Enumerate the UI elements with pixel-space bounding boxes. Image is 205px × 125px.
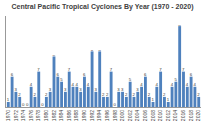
svg-text:2: 2 [148,92,151,97]
svg-text:7: 7 [68,67,71,72]
svg-text:2014: 2014 [172,110,178,121]
svg-text:16: 16 [178,24,181,26]
svg-text:4: 4 [30,82,33,87]
svg-text:2012: 2012 [165,110,171,121]
svg-text:1: 1 [167,97,170,102]
svg-text:2018: 2018 [188,110,194,121]
svg-text:Central Pacific Tropical Cyclo: Central Pacific Tropical Cyclones By Yea… [12,3,194,11]
svg-text:3: 3 [49,87,52,92]
svg-text:1976: 1976 [28,110,34,121]
svg-text:2: 2 [197,92,200,97]
svg-text:2002: 2002 [127,110,133,121]
svg-text:0: 0 [114,102,117,107]
svg-text:1982: 1982 [51,110,57,121]
svg-text:0: 0 [41,102,44,107]
svg-text:1978: 1978 [35,110,41,121]
svg-text:6: 6 [11,72,14,77]
svg-text:1990: 1990 [81,110,87,121]
svg-text:4: 4 [171,82,174,87]
svg-text:3: 3 [136,87,139,92]
svg-text:1986: 1986 [66,110,72,121]
svg-text:5: 5 [174,77,177,82]
svg-text:4: 4 [155,82,158,87]
svg-text:4: 4 [75,82,78,87]
svg-text:1: 1 [7,97,10,102]
svg-text:3: 3 [14,87,17,92]
svg-text:1980: 1980 [43,110,49,121]
svg-text:4: 4 [186,82,189,87]
svg-text:0: 0 [26,102,29,107]
svg-text:4: 4 [72,82,75,87]
svg-text:3: 3 [64,87,67,92]
svg-text:0: 0 [22,102,25,107]
svg-text:7: 7 [182,67,185,72]
svg-text:1974: 1974 [20,110,26,121]
svg-text:11: 11 [91,49,94,52]
svg-text:2: 2 [163,92,166,97]
svg-text:1970: 1970 [5,110,11,121]
svg-text:2: 2 [102,92,105,97]
svg-text:2: 2 [18,92,21,97]
svg-text:1996: 1996 [104,110,110,121]
svg-text:2: 2 [133,92,136,97]
svg-text:1998: 1998 [112,110,118,121]
svg-text:6: 6 [83,72,86,77]
svg-text:2008: 2008 [150,110,156,121]
svg-text:6: 6 [56,72,59,77]
svg-text:3: 3 [121,87,124,92]
svg-text:2000: 2000 [119,110,125,121]
svg-text:1994: 1994 [96,110,102,121]
svg-text:7: 7 [159,67,162,72]
svg-text:7: 7 [110,67,113,72]
svg-text:2: 2 [34,92,37,97]
svg-text:1988: 1988 [73,110,79,121]
svg-text:4: 4 [193,82,196,87]
svg-text:2010: 2010 [157,110,163,121]
svg-text:2004: 2004 [134,110,140,121]
svg-text:3: 3 [94,87,97,92]
svg-text:1: 1 [152,97,155,102]
svg-text:1972: 1972 [13,110,19,121]
svg-text:6: 6 [190,72,193,77]
svg-text:11: 11 [98,49,101,52]
svg-text:4: 4 [87,82,90,87]
svg-text:2: 2 [125,92,128,97]
svg-text:2: 2 [45,92,48,97]
svg-text:1992: 1992 [89,110,95,121]
svg-text:2020: 2020 [195,110,201,121]
svg-text:7: 7 [37,67,40,72]
svg-text:5: 5 [60,77,63,82]
svg-text:5: 5 [129,77,132,82]
svg-text:1984: 1984 [58,110,64,121]
svg-text:6: 6 [144,72,147,77]
svg-text:10: 10 [53,54,56,56]
svg-text:2006: 2006 [142,110,148,121]
svg-text:3: 3 [79,87,82,92]
svg-text:2: 2 [106,92,109,97]
svg-text:3: 3 [117,87,120,92]
svg-text:2016: 2016 [180,110,186,121]
svg-text:4: 4 [140,82,143,87]
